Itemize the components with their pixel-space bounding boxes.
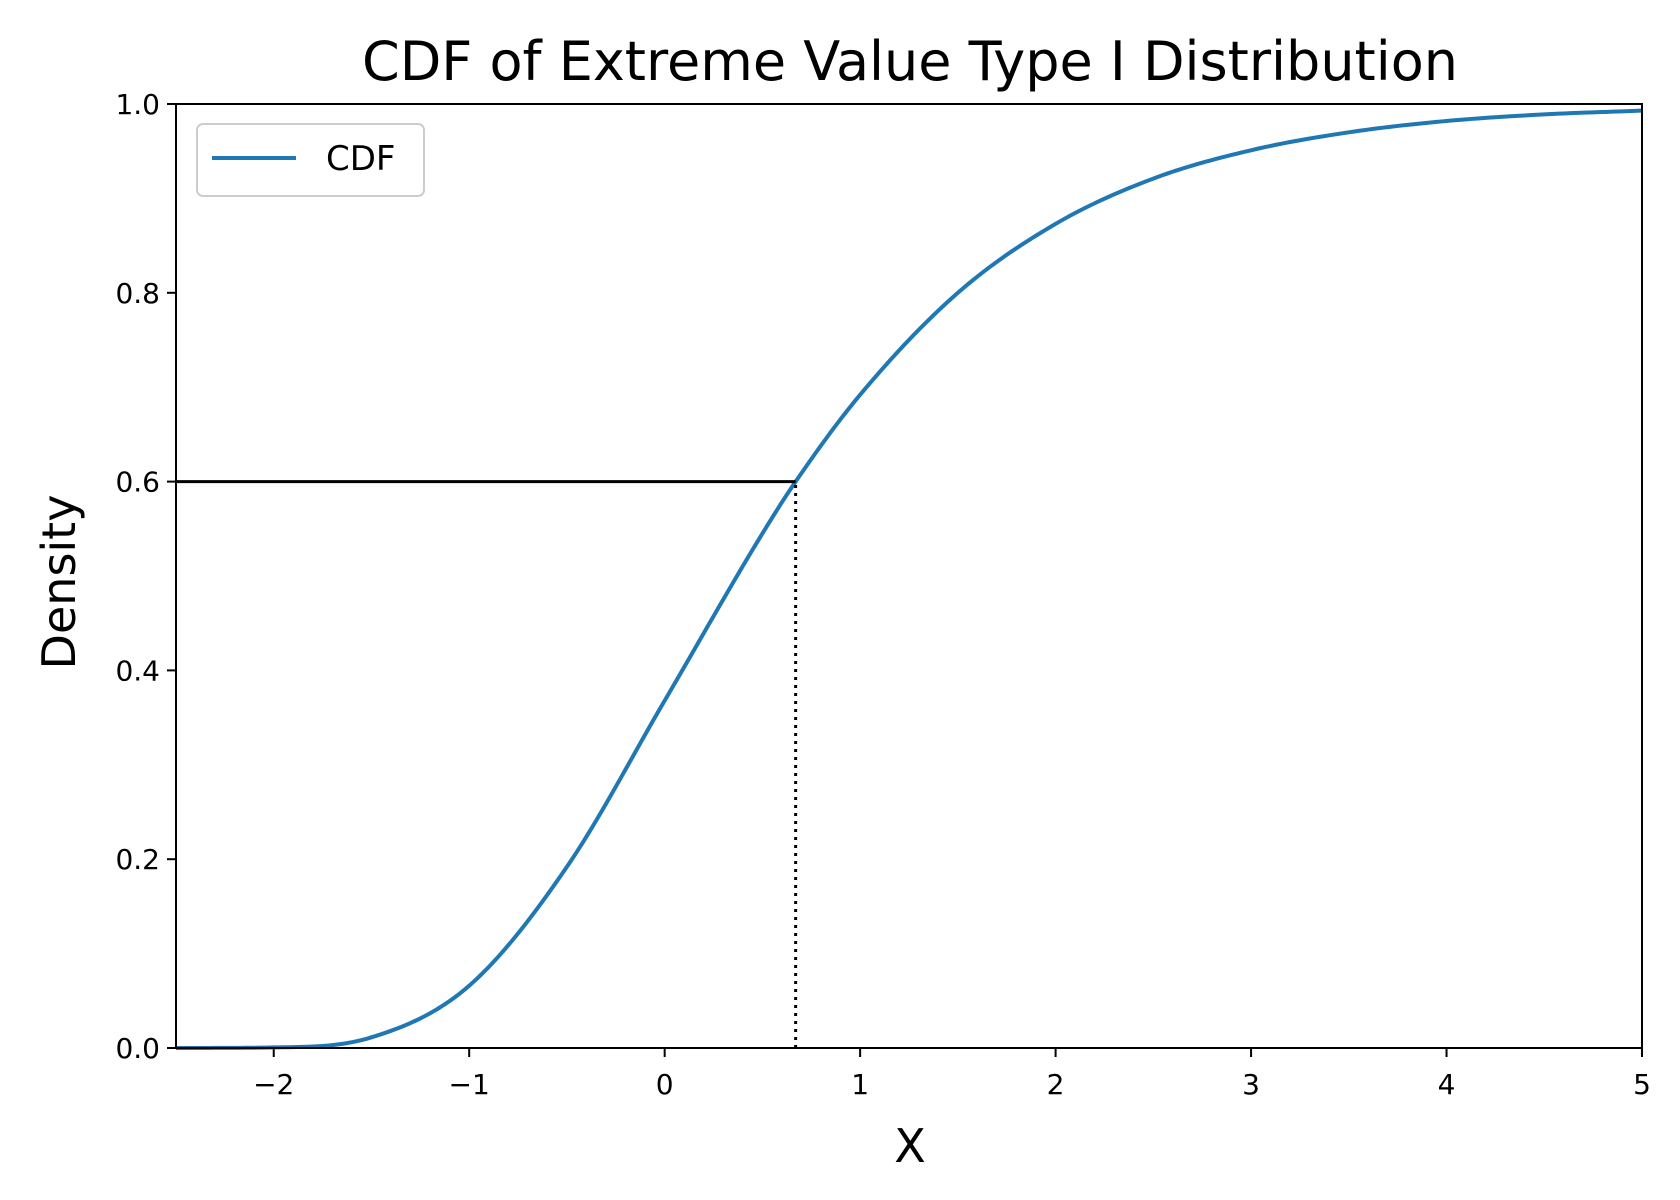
x-axis-ticks: −2 −1 0 1 2 3 4 5 [253,1048,1651,1101]
y-tick-label: 0.8 [115,277,160,310]
legend: CDF [196,123,425,197]
y-tick-label: 0.0 [115,1032,160,1065]
plot-area [175,108,1643,1050]
y-tick-label: 0.6 [115,466,160,499]
x-tick-label: −2 [253,1068,294,1101]
y-tick-label: 0.4 [115,654,160,687]
x-tick-label: 0 [656,1068,674,1101]
series-line-cdf [175,108,1643,1050]
x-tick-label: 2 [1047,1068,1065,1101]
y-axis-ticks: 0.0 0.2 0.4 0.6 0.8 1.0 [115,88,176,1065]
legend-label-cdf: CDF [326,139,395,179]
y-axis-label: Density [32,495,86,670]
axes-frame [175,103,1643,1049]
chart-title: CDF of Extreme Value Type I Distribution [362,30,1458,93]
y-tick-label: 0.2 [115,843,160,876]
x-tick-label: −1 [449,1068,490,1101]
x-axis-label: X [894,1119,926,1173]
x-tick-label: 3 [1242,1068,1260,1101]
x-tick-label: 1 [851,1068,869,1101]
x-tick-label: 5 [1633,1068,1651,1101]
x-tick-label: 4 [1438,1068,1456,1101]
y-tick-label: 1.0 [115,88,160,121]
legend-box [196,123,425,197]
